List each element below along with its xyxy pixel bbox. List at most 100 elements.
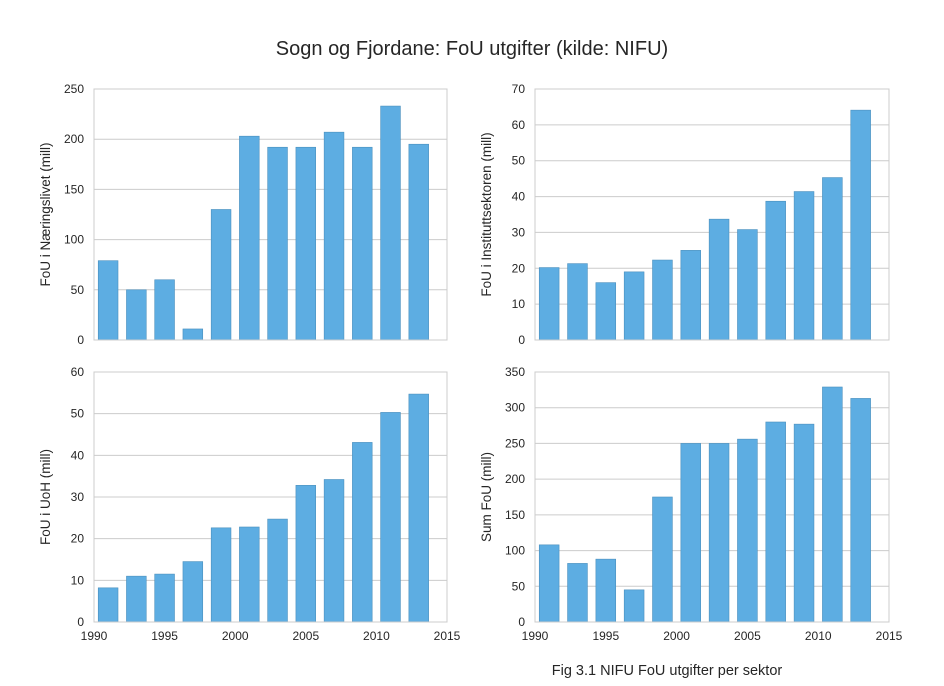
y-tick-label: 100 xyxy=(505,544,525,558)
figure-title: Sogn og Fjordane: FoU utgifter (kilde: N… xyxy=(276,38,668,60)
y-tick-label: 150 xyxy=(505,508,525,522)
y-tick-label: 10 xyxy=(71,573,85,587)
x-tick-label: 2005 xyxy=(734,629,761,643)
y-tick-label: 50 xyxy=(71,283,85,297)
y-tick-label: 150 xyxy=(64,182,84,196)
bar xyxy=(652,496,673,623)
bar xyxy=(567,563,588,623)
bar xyxy=(239,526,260,623)
y-tick-label: 30 xyxy=(71,490,85,504)
y-tick-label: 0 xyxy=(518,333,525,347)
x-tick-label: 1995 xyxy=(592,629,619,643)
bar xyxy=(850,109,871,341)
bar xyxy=(708,443,730,623)
bar xyxy=(295,485,316,623)
bar xyxy=(680,443,701,623)
bar xyxy=(822,177,843,341)
y-tick-label: 100 xyxy=(64,233,84,247)
bar xyxy=(623,589,645,623)
x-tick-label: 2015 xyxy=(434,629,461,643)
x-tick-label: 2010 xyxy=(363,629,390,643)
bar xyxy=(380,105,401,341)
bar xyxy=(182,328,204,341)
y-tick-label: 200 xyxy=(505,472,525,486)
bar xyxy=(408,393,429,623)
x-tick-label: 1995 xyxy=(151,629,178,643)
y-tick-label: 60 xyxy=(71,365,85,379)
bar xyxy=(154,573,175,623)
x-tick-label: 1990 xyxy=(81,629,108,643)
y-tick-label: 20 xyxy=(512,261,526,275)
bar xyxy=(97,260,119,341)
bar xyxy=(793,191,815,341)
bar xyxy=(154,279,175,341)
x-tick-label: 2000 xyxy=(663,629,690,643)
y-tick-label: 250 xyxy=(64,82,84,96)
bar xyxy=(295,146,316,341)
y-tick-label: 250 xyxy=(505,436,525,450)
bar xyxy=(765,421,786,623)
chart-panel-bottom-left: 0 10 20 30 40 50 60 1990 1995 2000 2005 2010 2015 FoU… xyxy=(38,365,461,643)
bar xyxy=(538,544,560,623)
bar xyxy=(210,527,232,623)
figure-caption: Fig 3.1 NIFU FoU utgifter per sektor xyxy=(552,663,783,679)
y-tick-label: 40 xyxy=(71,448,85,462)
bar xyxy=(623,271,645,341)
y-tick-label: 350 xyxy=(505,365,525,379)
bar xyxy=(267,146,288,341)
y-tick-label: 200 xyxy=(64,132,84,146)
bar xyxy=(793,423,815,623)
y-tick-label: 70 xyxy=(512,82,526,96)
y-tick-label: 50 xyxy=(512,154,526,168)
x-tick-label: 2015 xyxy=(876,629,903,643)
y-tick-label: 0 xyxy=(518,615,525,629)
y-tick-label: 40 xyxy=(512,190,526,204)
bar xyxy=(97,587,119,623)
bar xyxy=(210,209,232,341)
bar xyxy=(352,146,373,341)
y-tick-label: 0 xyxy=(77,615,84,629)
bar xyxy=(822,386,843,623)
axes-frame xyxy=(534,371,890,623)
bar xyxy=(267,518,288,623)
bar xyxy=(126,289,147,341)
bar xyxy=(239,135,260,341)
x-tick-label: 2005 xyxy=(292,629,319,643)
axes-frame xyxy=(534,88,890,341)
y-tick-label: 50 xyxy=(71,407,85,421)
bar xyxy=(680,250,701,341)
y-tick-label: 20 xyxy=(71,532,85,546)
y-axis-label: Sum FoU (mill) xyxy=(479,452,494,542)
bar xyxy=(408,143,429,341)
y-axis-label: FoU i Næringslivet (mill) xyxy=(38,142,53,286)
chart-panel-bottom-right: 0 50 100 150 200 250 300 350 1990 1995 2000 2005 201… xyxy=(479,365,903,643)
bar xyxy=(652,259,673,341)
x-tick-label: 2000 xyxy=(222,629,249,643)
bar xyxy=(567,263,588,341)
y-tick-label: 30 xyxy=(512,225,526,239)
bar xyxy=(323,131,345,341)
bar xyxy=(126,575,147,623)
chart-panel-top-left: 0 50 100 150 200 250 FoU i Næringslivet (mill) xyxy=(38,82,448,347)
bar xyxy=(708,218,730,341)
y-axis-label: FoU i UoH (mill) xyxy=(38,449,53,545)
x-tick-label: 2010 xyxy=(805,629,832,643)
bar xyxy=(595,558,617,623)
bar xyxy=(323,479,345,623)
y-tick-label: 0 xyxy=(77,333,84,347)
x-tick-label: 1990 xyxy=(522,629,549,643)
bar xyxy=(737,229,758,341)
bar xyxy=(538,267,560,341)
bar xyxy=(850,398,871,623)
bar xyxy=(352,442,373,623)
y-tick-label: 10 xyxy=(512,297,526,311)
y-axis-label: FoU i Instituttsektoren (mill) xyxy=(479,132,494,296)
bar xyxy=(765,200,786,341)
y-tick-label: 50 xyxy=(512,579,526,593)
y-tick-label: 300 xyxy=(505,401,525,415)
axes-frame xyxy=(93,88,448,341)
bar xyxy=(380,412,401,623)
bar xyxy=(595,282,617,341)
